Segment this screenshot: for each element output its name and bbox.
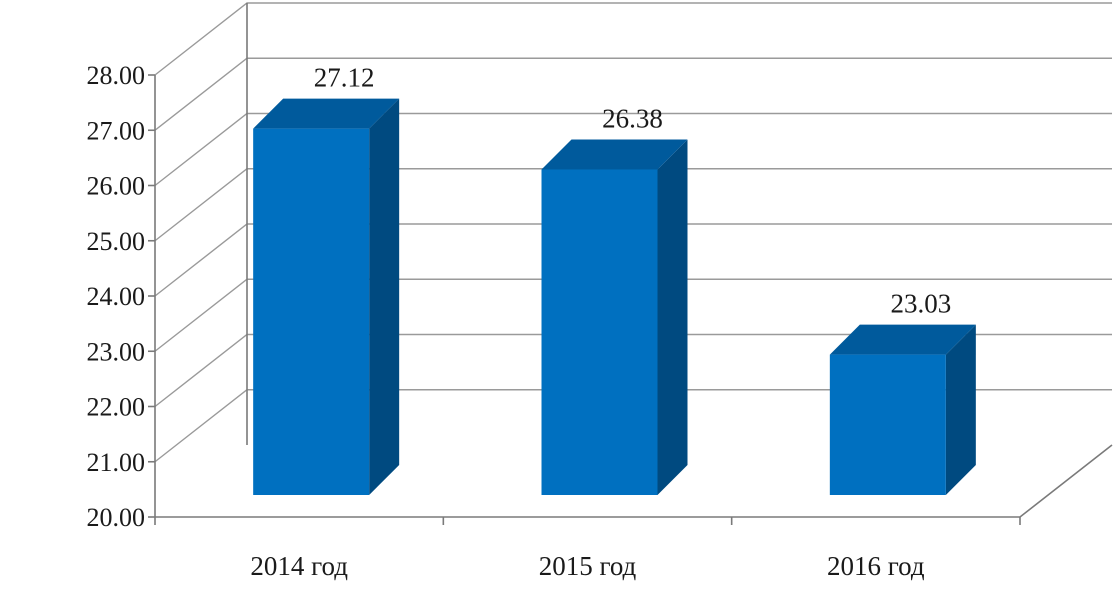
y-tick-label: 25.00 bbox=[87, 227, 146, 256]
bar-front-face bbox=[829, 354, 946, 495]
y-tick-label: 26.00 bbox=[87, 172, 146, 201]
bar bbox=[829, 324, 976, 495]
bar bbox=[253, 98, 400, 496]
y-axis-tick-labels: 20.00 21.00 22.00 23.00 24.00 25.00 26.00 27.00… bbox=[87, 61, 146, 532]
bar-front-face bbox=[253, 128, 370, 495]
gridline bbox=[154, 2, 1112, 76]
x-axis-category-labels: 2014 год 2015 год 2016 год bbox=[250, 551, 925, 581]
y-tick-label: 20.00 bbox=[87, 503, 146, 532]
data-label: 27.12 bbox=[314, 63, 375, 93]
data-label: 26.38 bbox=[602, 104, 663, 134]
data-label: 23.03 bbox=[890, 289, 951, 319]
y-tick-label: 28.00 bbox=[87, 61, 146, 90]
data-labels: 27.12 26.38 23.03 bbox=[314, 63, 951, 319]
bar-top-face bbox=[829, 324, 976, 355]
bar-top-face bbox=[253, 98, 400, 129]
y-tick-label: 27.00 bbox=[87, 116, 146, 145]
category-label: 2014 год bbox=[250, 551, 348, 581]
bar-top-face bbox=[541, 139, 688, 170]
category-label: 2016 год bbox=[827, 551, 925, 581]
y-tick-label: 23.00 bbox=[87, 337, 146, 366]
bar-front-face bbox=[541, 169, 658, 495]
chart-axes bbox=[148, 3, 1113, 525]
bars bbox=[253, 98, 976, 496]
y-tick-label: 24.00 bbox=[87, 282, 146, 311]
y-tick-label: 21.00 bbox=[87, 448, 146, 477]
bar bbox=[541, 139, 688, 495]
bar-side-face bbox=[369, 98, 400, 496]
bar-side-face bbox=[945, 324, 976, 495]
y-tick-label: 22.00 bbox=[87, 393, 146, 422]
bar-side-face bbox=[657, 139, 688, 495]
category-label: 2015 год bbox=[539, 551, 637, 581]
